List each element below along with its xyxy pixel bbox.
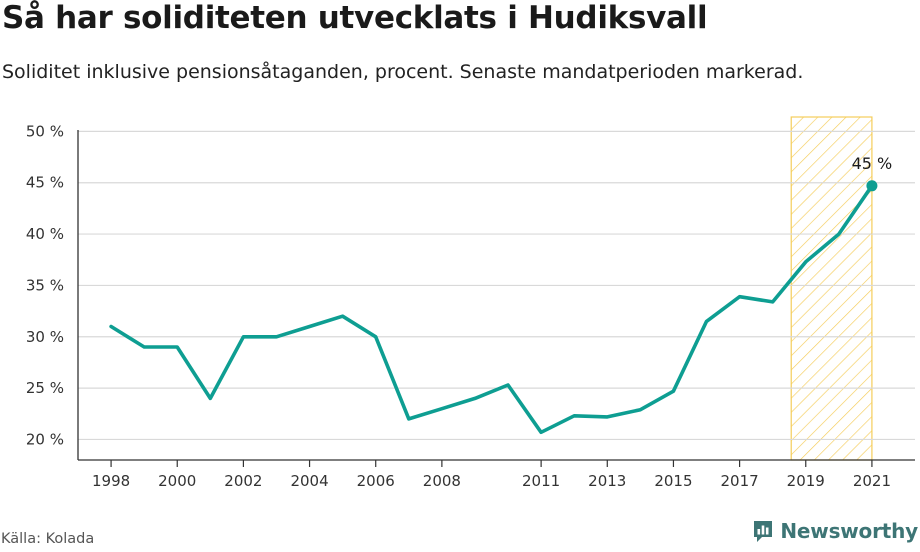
x-tick-label: 2002 xyxy=(224,472,262,490)
brand-name: Newsworthy xyxy=(780,519,918,543)
y-tick-label: 30 % xyxy=(26,328,64,346)
x-tick-label: 2008 xyxy=(423,472,461,490)
y-tick-label: 20 % xyxy=(26,430,64,448)
x-tick-label: 2006 xyxy=(357,472,395,490)
brand-logo[interactable]: Newsworthy xyxy=(752,519,918,543)
y-tick-label: 45 % xyxy=(26,174,64,192)
highlight-period xyxy=(790,116,873,461)
line-chart: 20 % 25 % 30 % 35 % 40 % 45 % 50 % 1998 2000 200… xyxy=(26,116,915,490)
y-tick-label: 50 % xyxy=(26,122,64,140)
x-tick-label: 2000 xyxy=(158,472,196,490)
x-tick-label: 2021 xyxy=(853,472,891,490)
source-note: Källa: Kolada xyxy=(1,531,95,547)
x-tick-label: 2013 xyxy=(588,472,626,490)
x-tick-label: 2004 xyxy=(290,472,328,490)
y-tick-label: 35 % xyxy=(26,276,64,294)
chart-subtitle: Soliditet inklusive pensionsåtaganden, p… xyxy=(2,61,804,83)
newsworthy-logo-icon xyxy=(754,521,773,542)
y-tick-label: 40 % xyxy=(26,225,64,243)
series-line xyxy=(109,184,874,435)
x-tick-label: 2019 xyxy=(787,472,825,490)
x-tick-label: 2017 xyxy=(721,472,759,490)
y-tick-label: 25 % xyxy=(26,379,64,397)
chart-title: Så har soliditeten utvecklats i Hudiksva… xyxy=(2,0,708,36)
end-value-label: 45 % xyxy=(852,154,893,173)
end-point-marker xyxy=(866,180,878,192)
x-tick-label: 1998 xyxy=(92,472,130,490)
x-tick-label: 2015 xyxy=(654,472,692,490)
x-tick-label: 2011 xyxy=(522,472,560,490)
